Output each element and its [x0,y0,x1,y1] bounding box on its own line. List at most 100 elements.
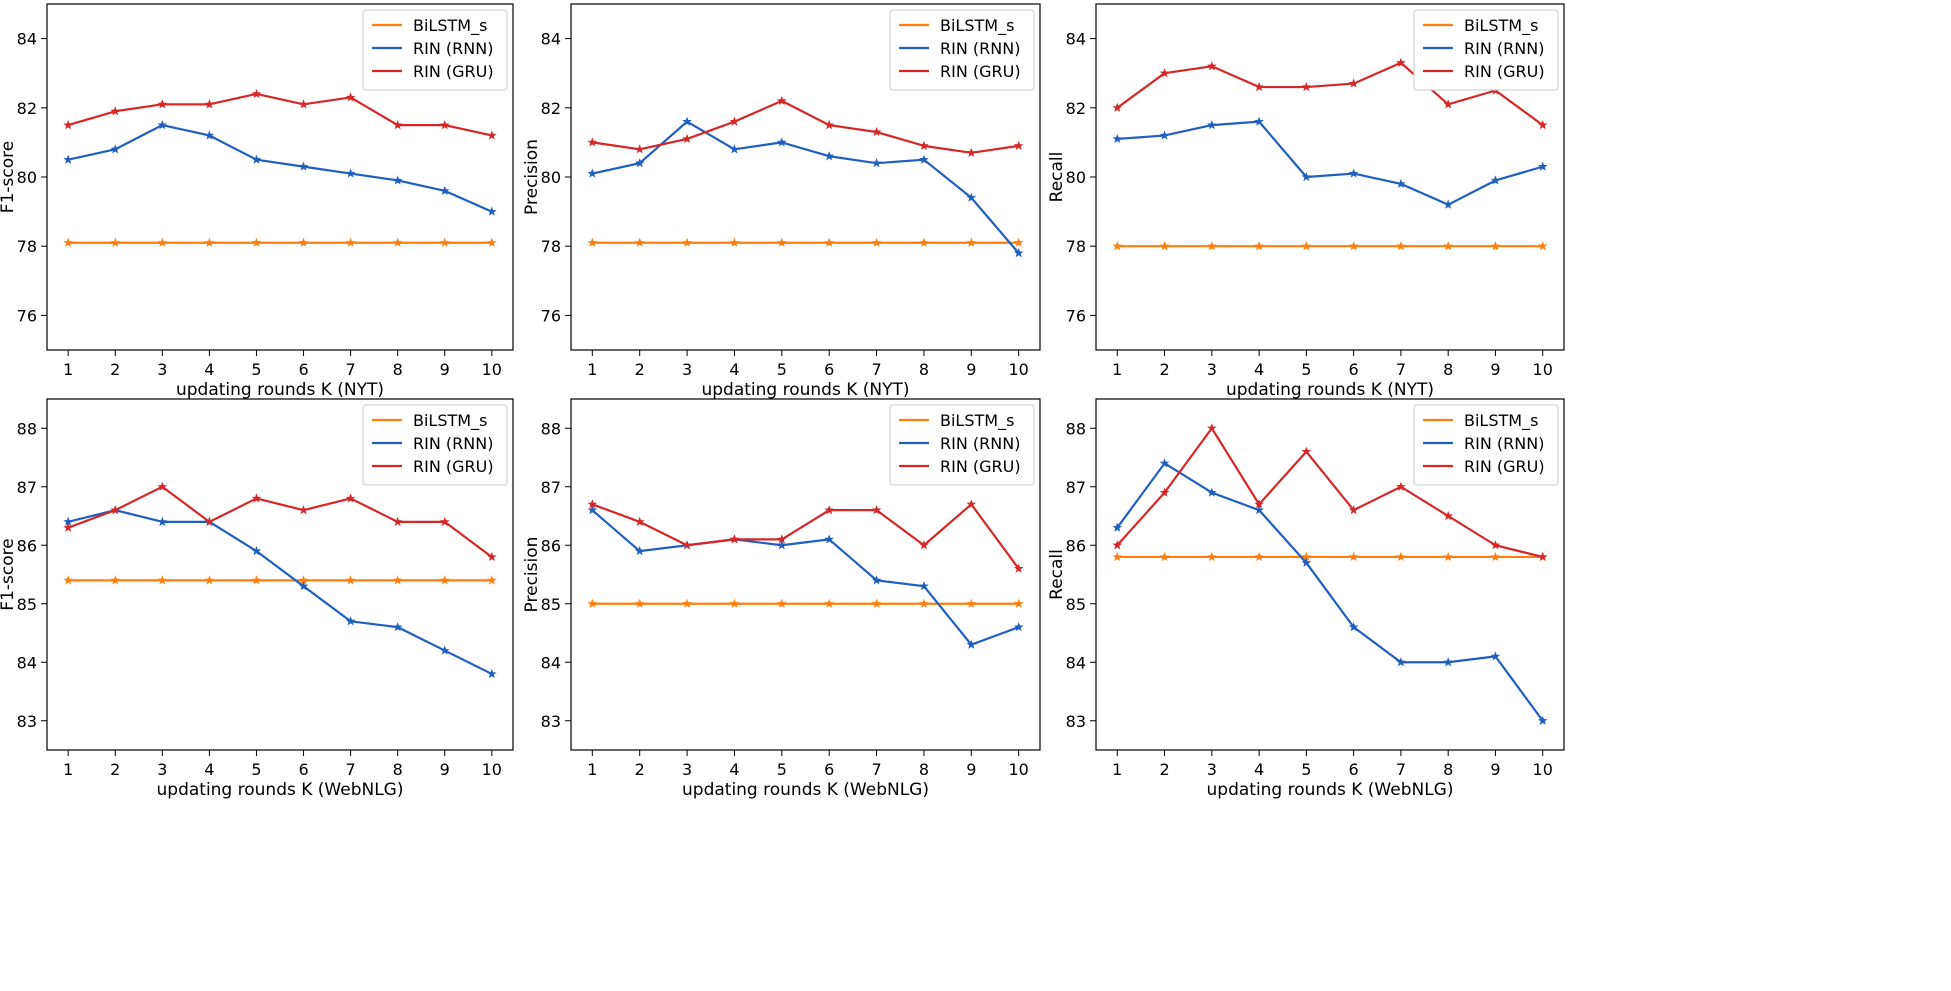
data-point [871,158,882,168]
series-line [1116,462,1544,722]
data-point [110,505,121,515]
data-point [871,237,882,247]
data-point [1112,241,1123,251]
plot-frame [570,398,1041,751]
data-point [777,95,787,105]
data-point [345,92,356,102]
legend-label: RIN (GRU) [1464,457,1545,476]
data-point [298,505,309,515]
x-tick-label: 8 [1443,360,1453,379]
series-rin-rnn- [63,505,497,679]
x-tick-label: 10 [482,760,502,779]
series-rin-gru- [63,481,497,562]
data-point [634,144,645,154]
series-rin-gru- [63,88,497,140]
y-tick-label: 76 [17,306,37,325]
data-point [729,534,740,544]
y-tick-label: 78 [1066,237,1086,256]
series-line [67,509,493,675]
x-tick-label: 10 [1533,760,1553,779]
data-point [110,237,121,247]
data-point [1207,120,1217,130]
data-point [919,581,929,591]
data-point [1443,510,1453,521]
legend-label: RIN (RNN) [1464,434,1544,453]
y-tick-label: 87 [1066,478,1086,497]
data-point [1301,241,1312,251]
data-point [1013,598,1024,608]
data-point [587,598,598,608]
data-point [110,575,121,585]
data-point [204,575,215,585]
data-point [824,505,834,515]
x-tick-label: 5 [251,360,261,379]
data-point [1537,715,1548,725]
y-tick-label: 78 [541,237,561,256]
data-point [1348,241,1359,251]
y-tick-label: 84 [17,30,37,49]
data-point [1112,133,1123,144]
data-point [871,575,882,585]
x-tick-label: 7 [871,760,881,779]
data-point [63,522,73,532]
subplot-4: 1 2 3 4 5 6 7 8 9 10 83 84 85 86 87 88 updating rounds K… [0,398,514,800]
data-point [824,151,834,161]
x-tick-label: 3 [682,760,692,779]
x-tick-label: 9 [966,360,976,379]
legend-label: RIN (GRU) [413,457,494,476]
data-point [634,516,645,526]
x-tick-label: 10 [1533,360,1553,379]
data-point [1443,551,1453,562]
data-point [1348,168,1359,178]
data-point [587,168,598,178]
y-tick-label: 88 [1066,419,1086,438]
legend-label: RIN (GRU) [413,62,494,81]
data-point [1159,551,1170,562]
data-point [345,237,356,247]
y-axis-label: F1-score [0,538,18,610]
x-axis-label: updating rounds K (NYT) [176,380,384,400]
x-tick-label: 4 [729,760,739,779]
x-tick-label: 5 [1301,760,1311,779]
series-line [592,120,1020,254]
data-point [392,120,403,130]
data-point [487,575,497,585]
data-point [157,575,168,585]
data-point [487,237,497,247]
data-point [439,185,450,195]
legend-label: BiLSTM_s [940,411,1014,431]
data-point [824,534,834,544]
data-point [1207,241,1217,251]
data-point [587,137,598,147]
data-point [1159,458,1170,468]
data-point [392,575,403,585]
data-point [110,106,121,116]
data-point [966,147,977,157]
data-point [824,237,834,247]
data-point [919,154,929,164]
x-tick-label: 10 [1009,760,1029,779]
x-tick-label: 7 [346,360,356,379]
y-tick-label: 80 [17,168,37,187]
plot-frame [46,398,514,751]
y-tick-label: 83 [541,712,561,731]
data-point [251,493,262,503]
data-point [682,133,692,144]
data-point [487,668,497,679]
y-tick-label: 87 [541,478,561,497]
data-point [1013,237,1024,247]
y-tick-label: 82 [17,99,37,118]
data-point [1207,423,1217,433]
data-point [345,168,356,178]
data-point [157,99,168,109]
data-point [1013,140,1024,150]
data-point [966,192,977,202]
x-tick-label: 8 [919,360,929,379]
legend-label: RIN (GRU) [940,62,1021,81]
x-tick-label: 9 [1490,360,1500,379]
legend-label: BiLSTM_s [413,411,487,431]
data-point [110,144,121,154]
data-point [1537,161,1548,171]
data-point [1396,481,1406,491]
data-point [824,598,834,608]
